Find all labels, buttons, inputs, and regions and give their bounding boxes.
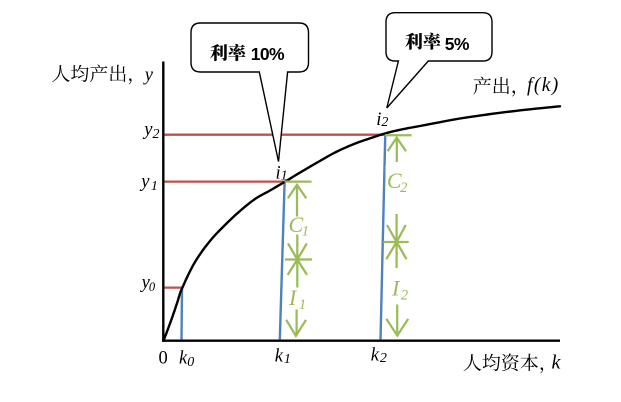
svg-text:k1: k1: [275, 346, 291, 367]
svg-text:k: k: [552, 352, 562, 374]
svg-text:f(k): f(k): [527, 75, 560, 96]
svg-text:y0: y0: [140, 273, 156, 294]
svg-text:10%: 10%: [251, 44, 285, 64]
svg-text:y: y: [143, 66, 154, 86]
svg-text:y1: y1: [139, 172, 158, 194]
svg-text:i2: i2: [376, 110, 388, 130]
svg-text:k0: k0: [179, 349, 194, 371]
svg-text:0: 0: [159, 349, 168, 369]
svg-text:C1: C1: [289, 212, 309, 240]
svg-text:i1: i1: [276, 164, 288, 184]
svg-text:5%: 5%: [445, 34, 470, 54]
svg-text:y2: y2: [142, 120, 159, 142]
svg-text:k2: k2: [371, 345, 387, 366]
